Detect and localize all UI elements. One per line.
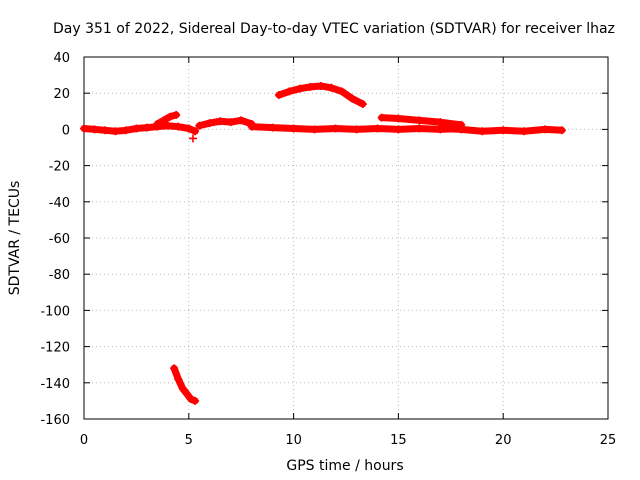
data-point	[121, 126, 130, 135]
series-line	[378, 114, 465, 129]
axis-ticks	[83, 56, 609, 420]
plot-frame	[83, 56, 609, 420]
data-point	[478, 127, 487, 136]
y-tick-label: -20	[49, 160, 70, 175]
series-arc-130	[170, 364, 200, 405]
data-point	[90, 125, 99, 134]
data-point	[132, 124, 141, 133]
series-baseline-1	[80, 121, 200, 136]
y-tick-label: -100	[40, 304, 70, 319]
x-tick-label: 20	[495, 433, 512, 448]
data-point	[170, 364, 179, 373]
data-point	[285, 87, 294, 96]
data-point	[174, 375, 183, 384]
data-point	[142, 123, 151, 132]
data-point	[274, 91, 283, 100]
series-line	[170, 364, 199, 405]
data-point	[174, 122, 183, 131]
series-baseline-3	[436, 124, 566, 136]
data-point	[226, 118, 235, 127]
data-point	[499, 126, 508, 135]
y-tick-labels: 40 20 0 -20 -40 -60 -80 -100 -120 -140 -160	[40, 51, 70, 428]
x-tick-labels: 0 5 10 15 20 25	[80, 433, 616, 448]
data-point	[394, 125, 403, 134]
data-point	[306, 82, 315, 91]
y-tick-label: 40	[53, 51, 70, 66]
data-point	[327, 83, 336, 92]
data-point	[184, 124, 193, 133]
data-series	[80, 81, 566, 405]
data-point	[111, 127, 120, 136]
y-tick-label: -80	[49, 268, 70, 283]
data-point	[100, 126, 109, 135]
data-point	[520, 127, 529, 136]
x-tick-label: 25	[600, 433, 617, 448]
data-point	[358, 100, 367, 109]
data-point	[172, 110, 181, 119]
data-point	[178, 384, 187, 393]
data-point	[316, 81, 325, 90]
data-point	[195, 121, 204, 130]
data-point	[415, 116, 424, 125]
data-point	[186, 395, 195, 404]
y-tick-label: -120	[40, 341, 70, 356]
data-point	[205, 119, 214, 128]
data-point	[377, 113, 386, 122]
data-point	[191, 396, 200, 405]
data-point	[237, 116, 246, 125]
series-line	[153, 111, 180, 128]
series-segment-15h	[377, 113, 466, 129]
data-point	[348, 94, 357, 103]
chart-title: Day 351 of 2022, Sidereal Day-to-day VTE…	[53, 21, 615, 37]
y-tick-label: -140	[40, 377, 70, 392]
data-point	[541, 125, 550, 134]
data-point	[216, 117, 225, 126]
data-point	[188, 134, 197, 143]
data-point	[373, 124, 382, 133]
y-tick-label: -60	[49, 232, 70, 247]
x-tick-label: 5	[185, 433, 193, 448]
grid-lines	[84, 57, 608, 419]
data-point	[289, 124, 298, 133]
data-point	[352, 125, 361, 134]
data-point	[310, 125, 319, 134]
series-rise-near-4h	[153, 110, 181, 128]
data-point	[268, 123, 277, 132]
series-drop-outlier	[188, 134, 197, 143]
y-tick-label: 20	[53, 87, 70, 102]
x-tick-label: 10	[285, 433, 302, 448]
data-point	[247, 122, 256, 131]
data-point	[159, 116, 168, 125]
data-point	[331, 124, 340, 133]
data-point	[557, 126, 566, 135]
data-point	[436, 124, 445, 133]
x-tick-label: 0	[80, 433, 88, 448]
data-point	[415, 124, 424, 133]
data-point	[394, 114, 403, 123]
y-tick-label: -160	[40, 413, 70, 428]
data-point	[153, 119, 162, 128]
series-hump-11h	[274, 81, 367, 109]
series-segment-6h	[195, 116, 256, 130]
data-point	[163, 121, 172, 130]
x-tick-label: 15	[390, 433, 407, 448]
data-point	[165, 112, 174, 121]
data-point	[182, 389, 191, 398]
data-point	[295, 84, 304, 93]
data-point	[191, 127, 200, 136]
y-axis-label: SDTVAR / TECUs	[7, 181, 23, 296]
data-point	[457, 125, 466, 134]
data-point	[337, 87, 346, 96]
y-tick-label: -40	[49, 196, 70, 211]
data-point	[80, 124, 88, 133]
y-tick-label: 0	[62, 123, 70, 138]
x-axis-label: GPS time / hours	[286, 458, 403, 474]
